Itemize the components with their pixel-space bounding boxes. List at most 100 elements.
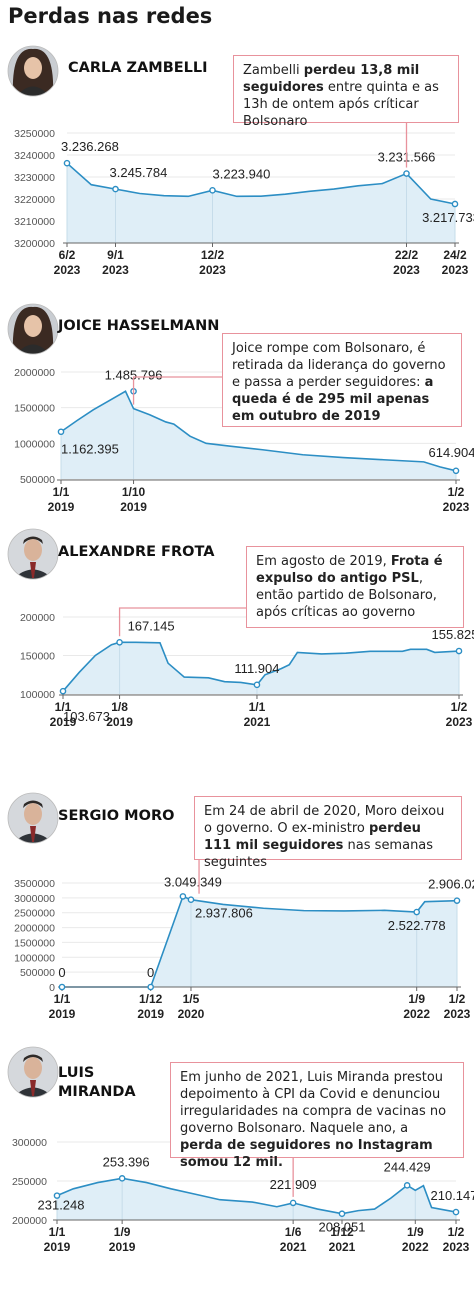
data-point [455,647,463,655]
y-tick-label: 2000000 [14,367,55,379]
y-tick-label: 3000000 [14,893,55,905]
panel-1: 3250000 3240000 3230000 3220000 3210000 32000… [7,45,474,277]
panel-4: 3500000 3000000 2500000 2000000 1500000 10000… [7,792,474,1021]
data-point [116,638,123,646]
x-tick-year: 2019 [48,500,75,514]
data-point [453,897,461,904]
y-tick-label: 3500000 [14,878,55,890]
y-tick-label: 100000 [20,689,55,701]
y-tick-label: 1000000 [14,438,55,450]
y-tick-label: 3240000 [14,150,55,162]
x-tick-year: 2019 [44,1240,71,1254]
x-tick-label: 12/2 [201,248,225,262]
x-tick-label: 6/2 [59,248,76,262]
annotation-callout: Em agosto de 2019, Frota é expulso do an… [246,546,464,628]
x-tick-year: 2020 [178,1007,205,1021]
series-area [62,896,457,987]
y-tick-label: 3250000 [14,128,55,140]
x-tick-label: 1/2 [448,1225,465,1239]
x-tick-label: 1/1 [53,485,70,499]
series-area [57,1178,456,1220]
data-label: 3.245.784 [110,165,168,180]
x-tick-label: 1/9 [408,992,425,1006]
x-tick-year: 2019 [120,500,147,514]
x-tick-year: 2023 [199,263,226,277]
x-tick-label: 1/12 [330,1225,354,1239]
x-tick-label: 9/1 [107,248,124,262]
data-point [413,908,420,916]
y-tick-label: 1500000 [14,403,55,415]
data-point [209,187,216,194]
x-tick-label: 1/1 [54,992,71,1006]
x-tick-year: 2022 [403,1007,430,1021]
callout-connector [118,607,246,637]
data-label: 1.485.796 [105,367,163,382]
x-tick-year: 2021 [244,715,271,729]
data-point [452,467,460,475]
man-portrait-icon [8,529,58,579]
y-tick-label: 2000000 [14,923,55,935]
annotation-callout: Em 24 de abril de 2020, Moro deixou o go… [194,796,462,870]
y-tick-label: 1500000 [14,937,55,949]
data-label: 3.049.349 [164,874,222,889]
panel-name: SERGIO MORO [58,808,175,824]
data-label: 614.904 [429,445,474,460]
x-tick-label: 1/2 [448,485,465,499]
data-label: 155.825 [432,627,474,642]
data-point [179,893,187,900]
data-label: 2.906.024 [428,877,474,892]
x-tick-label: 1/2 [451,700,468,714]
x-tick-label: 1/1 [55,700,72,714]
data-point [59,687,67,695]
callout-connector [132,376,222,405]
data-point [58,983,66,991]
y-tick-label: 250000 [12,1176,47,1188]
x-tick-year: 2023 [102,263,129,277]
panel-name: LUIS MIRANDA [58,1065,136,1100]
x-tick-label: 1/2 [449,992,466,1006]
data-label: 1.162.395 [61,442,119,457]
annotation-callout: Joice rompe com Bolsonaro, é retirada da… [222,333,462,427]
data-point [338,1210,346,1218]
x-tick-year: 2023 [54,263,81,277]
x-tick-label: 22/2 [395,248,419,262]
x-tick-label: 1/6 [285,1225,302,1239]
x-tick-label: 1/12 [139,992,163,1006]
data-label: 111.904 [234,661,279,676]
series-line [60,390,457,472]
panel-5: 3000002500002000001/120191/920191/620211… [7,1046,474,1254]
data-label: 167.145 [128,618,175,633]
x-tick-year: 2019 [49,1007,76,1021]
series-area [67,163,455,243]
y-tick-label: 150000 [20,651,55,663]
x-tick-year: 2019 [137,1007,164,1021]
x-tick-label: 1/1 [49,1225,66,1239]
series-line [66,162,456,205]
x-tick-year: 2019 [50,715,77,729]
y-tick-label: 3230000 [14,172,55,184]
x-tick-label: 24/2 [443,248,467,262]
panel-name: JOICE HASSELMANN [58,318,220,334]
x-tick-year: 2019 [106,715,133,729]
data-label: 210.147 [431,1188,474,1203]
x-tick-label: 1/9 [114,1225,131,1239]
data-point [451,200,459,208]
x-tick-year: 2023 [443,500,470,514]
data-label: 0 [58,965,65,980]
x-tick-year: 2021 [280,1240,307,1254]
data-label: 2.522.778 [388,918,446,933]
x-tick-year: 2021 [329,1240,356,1254]
page-title: Perdas nas redes [8,4,213,28]
x-tick-year: 2019 [109,1240,136,1254]
data-point [403,170,410,177]
x-tick-label: 1/8 [111,700,128,714]
y-tick-label: 200000 [20,612,55,624]
data-point [57,428,65,436]
x-tick-year: 2023 [443,1240,470,1254]
y-tick-label: 200000 [12,1215,47,1227]
annotation-callout: Em junho de 2021, Luis Miranda prestou d… [170,1062,464,1170]
data-point [289,1199,297,1207]
x-tick-label: 1/1 [249,700,266,714]
panel-3: 2000001500001000001/120191/820191/120211… [7,528,474,729]
